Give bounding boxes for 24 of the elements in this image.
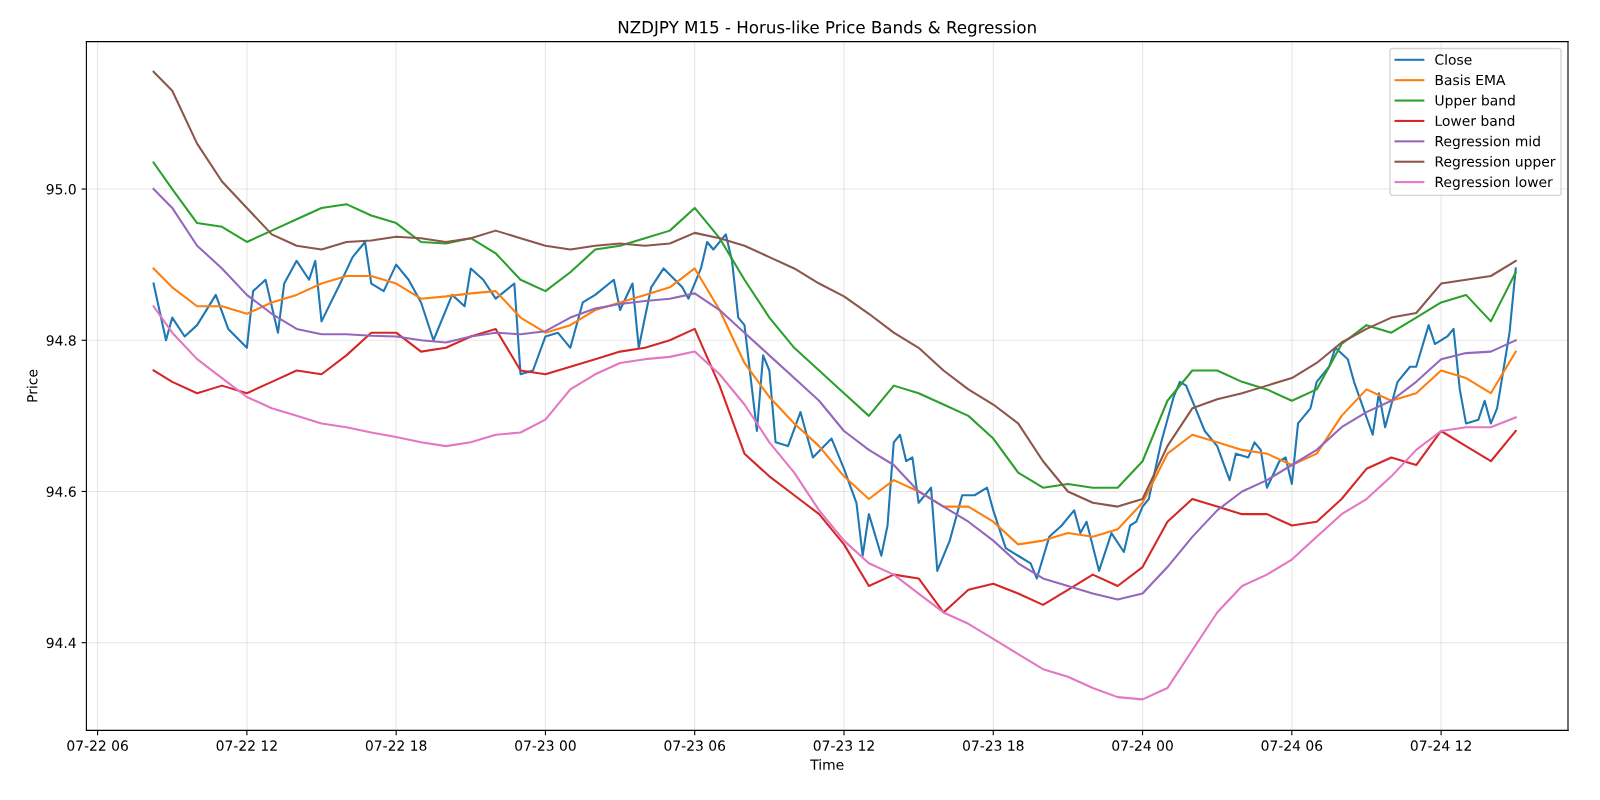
x-tick-label: 07-24 12 (1410, 740, 1471, 751)
chart-title: NZDJPY M15 - Horus-like Price Bands & Regression (618, 20, 1036, 37)
legend-label: Regression mid (1435, 135, 1540, 150)
x-tick-label: 07-23 18 (962, 740, 1024, 751)
legend-label: Regression lower (1435, 176, 1553, 190)
y-tick-label: 94.4 (46, 637, 76, 649)
x-tick-label: 07-24 06 (1261, 740, 1323, 751)
x-tick-label: 07-23 00 (515, 740, 576, 751)
x-tick-label: 07-23 06 (664, 740, 726, 751)
y-tick-label: 94.6 (46, 486, 76, 497)
x-tick-label: 07-23 12 (813, 740, 874, 751)
x-axis-title: Time (810, 759, 844, 770)
legend-label: Basis EMA (1435, 74, 1506, 86)
y-axis-title: Price (26, 369, 38, 402)
legend-label: Close (1435, 54, 1472, 65)
legend-label: Regression upper (1435, 156, 1556, 170)
x-tick-label: 07-24 00 (1112, 740, 1173, 751)
x-tick-label: 07-22 06 (67, 740, 128, 751)
legend-label: Lower band (1435, 115, 1515, 127)
legend-label: Upper band (1435, 94, 1515, 109)
x-tick-label: 07-22 12 (216, 740, 277, 751)
y-tick-label: 94.8 (46, 335, 76, 346)
y-tick-label: 95.0 (46, 184, 76, 195)
x-tick-label: 07-22 18 (365, 740, 427, 751)
